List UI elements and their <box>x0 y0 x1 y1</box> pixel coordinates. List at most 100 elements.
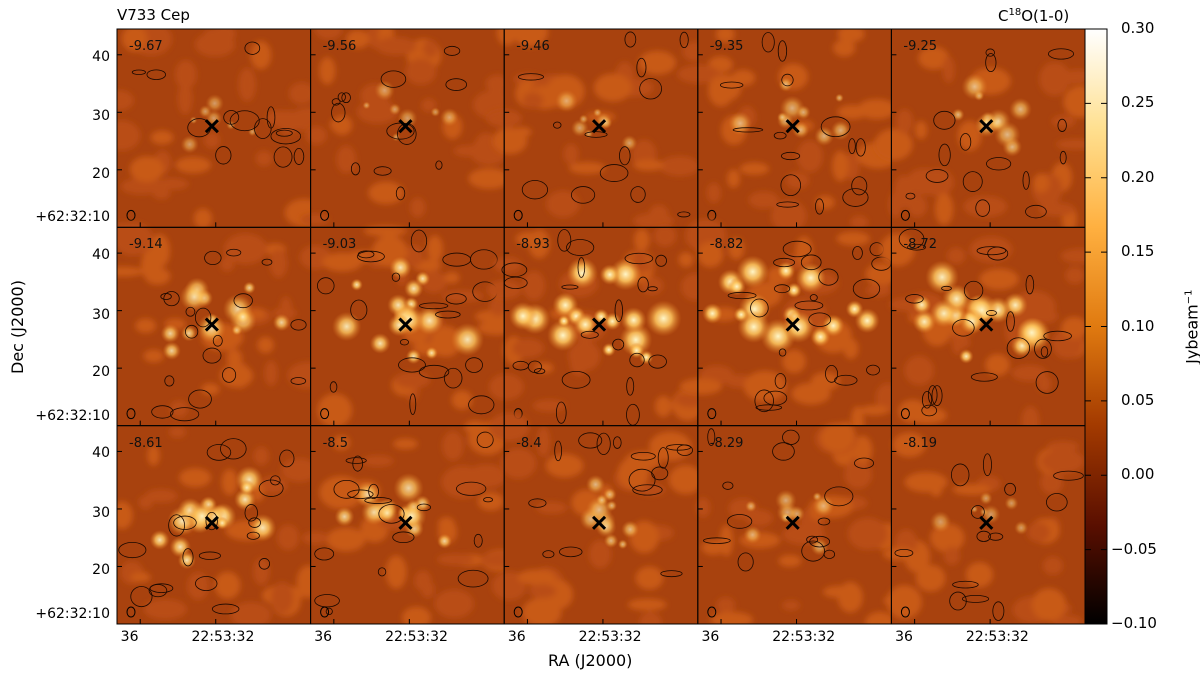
contour <box>226 248 242 257</box>
contour <box>809 535 831 548</box>
contour <box>398 357 426 373</box>
contour <box>976 530 992 542</box>
y-tick-label: +62:32:10 <box>35 407 110 424</box>
panel-velocity-label: -8.93 <box>516 237 550 253</box>
contour <box>894 548 914 558</box>
contour <box>293 148 305 165</box>
contour <box>164 375 175 387</box>
contour <box>599 164 629 182</box>
contour <box>806 535 819 544</box>
contour <box>630 452 656 461</box>
contour <box>1035 371 1059 394</box>
contour <box>628 468 656 492</box>
contour <box>570 186 596 204</box>
colorbar-label-sup: −1 <box>1183 289 1195 305</box>
contour <box>473 533 483 548</box>
contour <box>761 32 775 53</box>
contour <box>988 532 1004 541</box>
contour <box>345 457 367 464</box>
contour <box>350 162 361 176</box>
contour <box>577 257 586 278</box>
contour <box>612 338 625 351</box>
contour <box>648 354 667 369</box>
contour <box>823 549 836 560</box>
contour <box>215 146 232 165</box>
panel-velocity-label: -8.5 <box>322 435 348 451</box>
contour <box>905 192 916 200</box>
contour <box>521 180 549 200</box>
contour <box>907 243 926 251</box>
contour <box>270 128 302 145</box>
contour <box>418 364 450 379</box>
contour <box>927 385 938 405</box>
contour <box>273 146 293 168</box>
source-marker <box>592 119 607 134</box>
source-marker <box>785 515 800 530</box>
source-marker <box>785 119 800 134</box>
contour <box>169 407 200 422</box>
contour <box>380 70 407 88</box>
contour <box>763 390 788 406</box>
channel-panel <box>874 29 1085 233</box>
contour <box>815 198 824 215</box>
contour <box>719 81 744 89</box>
source-marker <box>979 317 994 332</box>
contour <box>554 440 563 462</box>
contour <box>818 268 839 286</box>
colorbar-tick-label: 0.05 <box>1121 390 1155 409</box>
contour <box>528 498 547 508</box>
colorbar-tick-label: 0.20 <box>1121 167 1155 186</box>
colorbar-tick-label: 0.00 <box>1121 465 1155 484</box>
contour <box>517 73 544 81</box>
channel-panel <box>679 218 900 440</box>
contour <box>750 298 769 318</box>
contour <box>465 357 483 373</box>
panel-velocity-label: -8.72 <box>903 237 938 253</box>
channel-panel <box>696 421 902 624</box>
contour <box>378 504 405 524</box>
contour <box>809 294 818 302</box>
contour <box>561 284 579 290</box>
contour <box>992 601 1005 621</box>
y-tick-label: +62:32:10 <box>35 606 110 623</box>
contour <box>619 146 631 166</box>
source-marker <box>979 515 994 530</box>
contour <box>726 514 753 529</box>
contour <box>1040 346 1049 358</box>
source-marker <box>398 317 413 332</box>
contour <box>275 129 293 137</box>
contour <box>1006 337 1031 359</box>
contour <box>130 586 153 608</box>
contour <box>754 389 774 413</box>
contour <box>555 401 567 424</box>
contour <box>727 291 757 300</box>
y-tick-label: 20 <box>92 562 110 579</box>
contour <box>337 92 346 102</box>
panel-velocity-label: -8.29 <box>709 435 744 451</box>
source-marker <box>979 119 994 134</box>
contour <box>1004 482 1017 496</box>
contour <box>801 540 825 562</box>
channel-panel <box>117 222 329 426</box>
contour <box>468 395 495 415</box>
contour <box>233 293 253 309</box>
beam-ellipse <box>320 408 330 420</box>
contour <box>347 489 374 499</box>
contour <box>533 368 546 375</box>
contour <box>364 497 392 504</box>
contour <box>435 160 443 170</box>
contour <box>639 78 662 100</box>
contour <box>246 531 260 540</box>
contour <box>933 110 956 130</box>
x-tick-label: 22:53:32 <box>772 628 836 645</box>
contour <box>204 250 222 266</box>
panel-velocity-label: -9.56 <box>322 39 357 54</box>
contour <box>732 127 764 133</box>
contour <box>416 503 432 512</box>
contour <box>325 607 333 616</box>
contour <box>985 53 997 73</box>
contour <box>820 116 851 138</box>
contour <box>782 429 800 445</box>
contour <box>580 330 599 339</box>
colorbar-tick-label: 0.30 <box>1121 19 1155 37</box>
